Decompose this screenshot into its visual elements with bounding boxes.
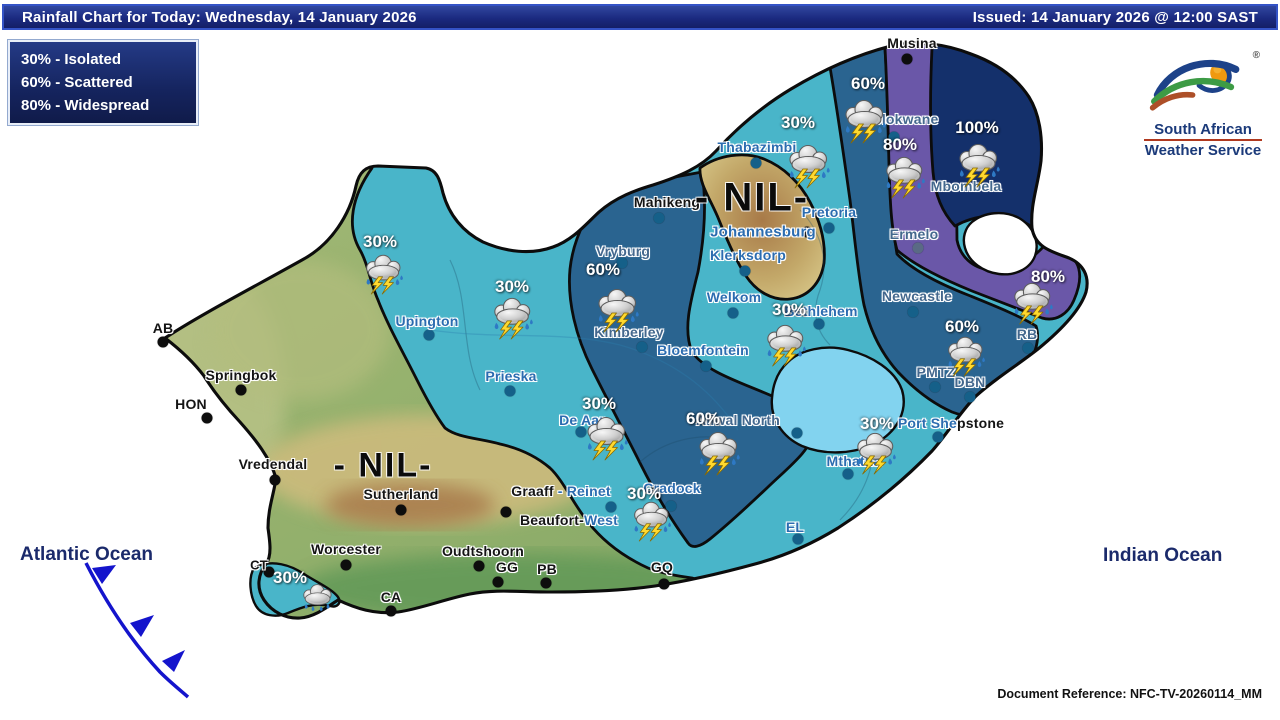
issued-timestamp: Issued: 14 January 2026 @ 12:00 SAST [972,8,1258,26]
registered-mark: ® [1252,50,1260,61]
rain-band-100 [929,43,1088,244]
saws-swoosh-icon [1149,59,1240,111]
atlantic-ocean-label: Atlantic Ocean [20,544,154,565]
logo-org-line2: Weather Service [1144,142,1262,159]
chart-title: Rainfall Chart for Today: Wednesday, 14 … [22,8,417,26]
legend-box: 30% - Isolated 60% - Scattered 80% - Wid… [7,39,199,126]
nil-region-gauteng [698,153,826,301]
eswatini-region [962,211,1038,276]
title-bar: Rainfall Chart for Today: Wednesday, 14 … [2,4,1278,30]
indian-ocean-label: Indian Ocean [1103,545,1223,566]
saws-logo: ® South African Weather Service [1140,50,1266,159]
logo-divider [1144,139,1262,141]
legend-item-isolated: 30% - Isolated [21,51,122,68]
legend-item-scattered: 60% - Scattered [21,74,133,91]
logo-org-line1: South African [1154,121,1252,138]
country-border [163,41,1089,620]
legend-item-widespread: 80% - Widespread [21,97,150,114]
document-reference: Document Reference: NFC-TV-20260114_MM [997,687,1262,701]
cold-front-symbol [84,562,190,699]
rain-band-60-west [568,170,814,548]
